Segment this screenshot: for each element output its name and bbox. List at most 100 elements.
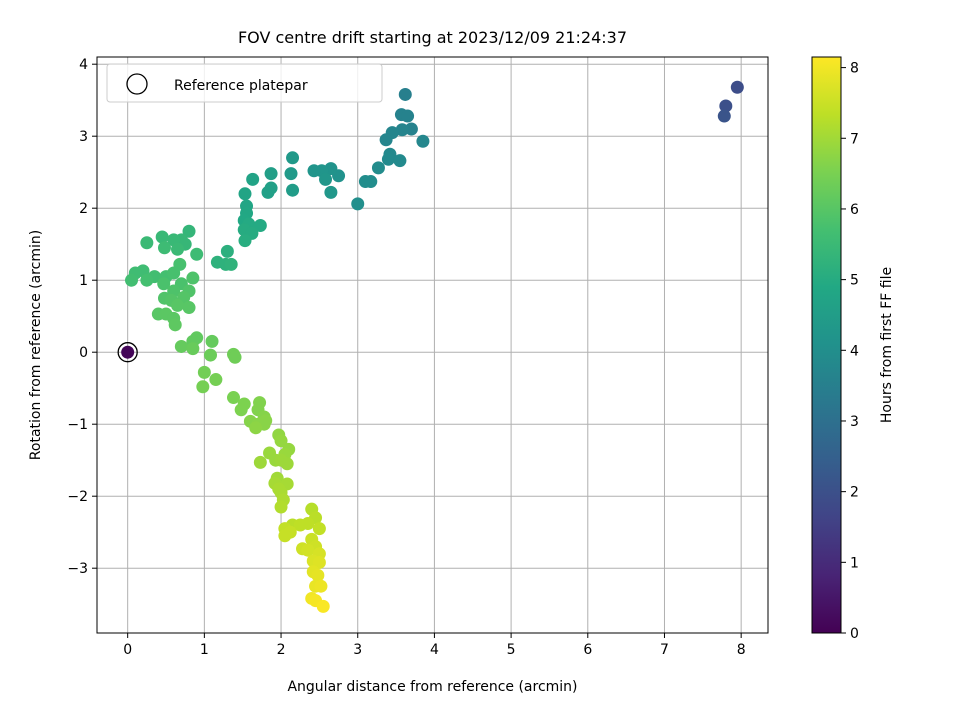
legend-box [106, 63, 383, 103]
colorbar-tick-label: 1 [850, 555, 859, 571]
data-point [274, 500, 288, 514]
data-point [157, 241, 171, 255]
x-tick-label: 8 [737, 642, 746, 658]
data-point [209, 373, 223, 387]
data-point [371, 161, 385, 175]
data-point [140, 236, 154, 250]
data-point [261, 185, 275, 199]
colorbar-ticks: 0 1 2 3 4 5 6 7 8 [841, 61, 859, 642]
data-point [274, 434, 288, 448]
data-point [307, 164, 321, 178]
data-point [182, 224, 196, 238]
data-point [227, 391, 241, 405]
x-tick-label: 2 [277, 642, 286, 658]
data-point [351, 197, 365, 211]
plot-frame [96, 56, 769, 634]
data-point [416, 134, 430, 148]
data-point [234, 403, 248, 417]
x-tick-label: 4 [430, 642, 439, 658]
data-point [155, 230, 169, 244]
data-point [182, 301, 196, 315]
colorbar-tick-label: 7 [850, 131, 859, 147]
data-point [125, 273, 139, 287]
colorbar-label: Hours from first FF file [879, 267, 895, 423]
data-point [312, 555, 326, 569]
data-point [205, 334, 219, 348]
data-point [379, 133, 393, 147]
colorbar-tick-label: 8 [850, 61, 859, 77]
y-tick-label: −2 [67, 489, 88, 505]
data-point [238, 187, 252, 201]
data-point [324, 185, 338, 199]
reference-point-fill [121, 345, 135, 359]
data-point [311, 568, 325, 582]
y-axis-ticks: −3 −2 −1 0 1 2 3 4 [67, 57, 97, 577]
data-point [730, 80, 744, 94]
chart-title: FOV centre drift starting at 2023/12/09 … [238, 28, 627, 47]
data-point [319, 172, 333, 186]
data-point [301, 517, 315, 531]
reference-point-marker [117, 342, 138, 363]
y-tick-label: 1 [79, 273, 88, 289]
data-point [174, 339, 188, 353]
colorbar-gradient [811, 56, 842, 634]
data-point [228, 350, 242, 364]
data-point [168, 318, 182, 332]
data-point [246, 172, 260, 186]
data-point [196, 380, 210, 394]
data-point [171, 298, 185, 312]
data-point [312, 522, 326, 536]
y-tick-label: 3 [79, 129, 88, 145]
x-tick-label: 3 [353, 642, 362, 658]
colorbar-tick-label: 4 [850, 343, 859, 359]
data-point [717, 109, 731, 123]
data-point [364, 175, 378, 189]
data-point [284, 167, 298, 181]
x-axis-ticks: 0 1 2 3 4 5 6 7 8 [123, 633, 746, 658]
colorbar-tick-label: 0 [850, 626, 859, 642]
colorbar-tick-label: 2 [850, 485, 859, 501]
data-point [314, 579, 328, 593]
data-point [224, 257, 238, 271]
data-point [157, 277, 171, 291]
data-point [167, 266, 181, 280]
data-point [190, 247, 204, 261]
x-tick-label: 5 [507, 642, 516, 658]
grid [97, 57, 768, 633]
legend-marker-reference [126, 73, 148, 95]
data-point [140, 273, 154, 287]
data-point [171, 242, 185, 256]
data-point [316, 599, 330, 613]
x-tick-label: 1 [200, 642, 209, 658]
legend: Reference platepar [106, 63, 383, 103]
x-tick-label: 7 [660, 642, 669, 658]
data-point [259, 414, 273, 428]
data-point [393, 154, 407, 168]
colorbar: 0 1 2 3 4 5 6 7 8 Hours from first FF file [811, 56, 895, 642]
x-tick-label: 0 [123, 642, 132, 658]
data-point [186, 342, 200, 356]
y-tick-label: 4 [79, 57, 88, 73]
data-point [220, 244, 234, 258]
data-point [719, 99, 733, 113]
data-point [286, 151, 300, 165]
data-point [401, 109, 415, 123]
colorbar-tick-label: 6 [850, 202, 859, 218]
data-point [286, 183, 300, 197]
data-points [125, 80, 744, 613]
data-point [249, 421, 263, 435]
y-tick-label: 0 [79, 345, 88, 361]
y-tick-label: −1 [67, 417, 88, 433]
colorbar-tick-label: 5 [850, 273, 859, 289]
data-point [381, 152, 395, 166]
reference-point-group [117, 342, 138, 363]
y-axis-label: Rotation from reference (arcmin) [28, 230, 44, 460]
data-point [280, 457, 294, 471]
data-point [197, 365, 211, 379]
data-point [186, 271, 200, 285]
data-point [253, 455, 267, 469]
data-point [203, 348, 217, 362]
data-point [253, 218, 267, 232]
data-point [278, 529, 292, 543]
